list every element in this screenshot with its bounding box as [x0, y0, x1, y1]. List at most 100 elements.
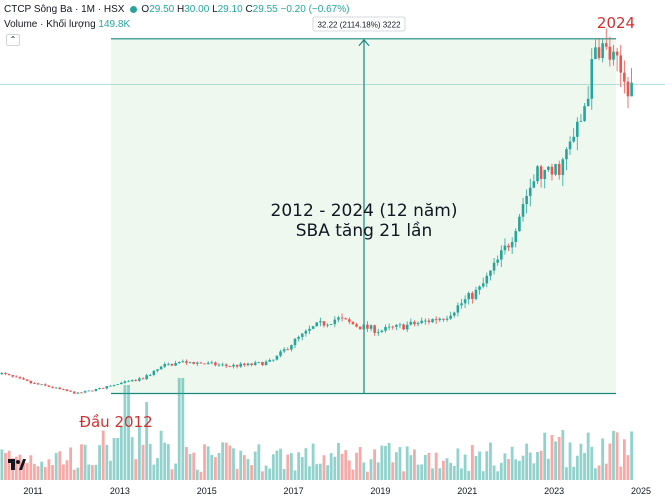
volume-bar	[279, 448, 282, 480]
volume-bar	[199, 471, 203, 480]
volume-bar	[87, 464, 91, 480]
volume-bar	[224, 442, 228, 480]
candle-body	[261, 361, 264, 366]
candle-body	[543, 169, 547, 180]
candle-body	[293, 338, 297, 346]
candle-body	[550, 166, 554, 175]
volume-bar	[130, 437, 134, 480]
candle-body	[290, 345, 293, 350]
volume-bar	[333, 456, 337, 480]
volume-bar	[116, 438, 120, 480]
volume-bar	[398, 447, 402, 480]
x-axis-tick-label: 2023	[544, 486, 564, 496]
volume-bar	[152, 464, 156, 480]
candle-body	[54, 387, 58, 389]
volume-bar	[452, 466, 456, 480]
volume-bar	[409, 455, 413, 480]
volume-bar	[496, 471, 500, 480]
candle-body	[221, 364, 224, 366]
annotation-center-line2: SBA tăng 21 lần	[296, 220, 433, 241]
candle-body	[427, 320, 431, 323]
candle-body	[424, 320, 427, 322]
volume-bar	[622, 439, 626, 480]
candle-body	[442, 318, 445, 320]
candle-body	[373, 325, 376, 333]
candle-body	[18, 377, 22, 379]
collapse-legend-icon[interactable]: ⌃	[6, 34, 20, 46]
volume-bar	[177, 378, 181, 480]
candle-body	[87, 390, 91, 392]
candle-body	[0, 372, 4, 375]
candle-body	[615, 51, 619, 56]
candle-body	[463, 299, 467, 304]
volume-bar	[431, 468, 434, 480]
candle-body	[521, 204, 525, 217]
candle-body	[192, 362, 195, 364]
volume-bar	[539, 450, 543, 480]
candle-body	[398, 324, 402, 326]
candle-body	[460, 303, 463, 306]
volume-bar	[474, 455, 478, 480]
volume-bar	[286, 454, 290, 480]
volume-bar	[311, 443, 315, 480]
close-value: 29.55	[252, 4, 278, 15]
candle-body	[402, 324, 405, 330]
candle-body	[601, 43, 604, 59]
volume-bar	[376, 462, 380, 480]
x-axis-tick-label: 2017	[284, 486, 304, 496]
volume-bar	[261, 471, 264, 480]
candle-body	[170, 363, 174, 366]
candle-body	[557, 163, 561, 175]
volume-bar	[413, 449, 416, 480]
candle-body	[282, 349, 286, 352]
volume-bar	[145, 402, 149, 480]
volume-bar	[264, 465, 268, 480]
candle-body	[525, 195, 528, 205]
volume-bar	[54, 452, 58, 480]
tradingview-logo-icon	[8, 459, 26, 470]
volume-bar	[561, 430, 565, 480]
candle-body	[391, 326, 395, 328]
candle-body	[206, 362, 210, 364]
volume-bar	[557, 436, 561, 480]
volume-bar	[83, 444, 87, 480]
change-value: −0.20 (−0.67%)	[280, 4, 350, 15]
candle-body	[481, 283, 485, 287]
candle-body	[452, 312, 456, 316]
volume-bar	[315, 464, 319, 480]
volume-bar	[626, 455, 630, 480]
candle-body	[384, 327, 387, 331]
candle-body	[612, 51, 615, 60]
volume-bar	[29, 455, 33, 480]
candle-body	[416, 322, 420, 325]
volume-bar	[188, 453, 192, 480]
candle-body	[250, 363, 253, 366]
volume-bar	[43, 467, 47, 480]
volume-bar	[163, 442, 167, 480]
high-value: 30.00	[184, 4, 210, 15]
volume-bar	[40, 461, 44, 480]
candle-body	[112, 384, 116, 386]
candle-body	[217, 364, 221, 366]
candle-body	[322, 321, 326, 326]
volume-bar	[109, 460, 112, 480]
volume-bar	[192, 452, 196, 480]
volume-bar	[467, 470, 471, 480]
volume-bar	[594, 468, 597, 480]
candle-body	[268, 359, 271, 362]
volume-bar	[297, 452, 301, 480]
symbol-title[interactable]: CTCP Sông Ba · 1M · HSX	[4, 4, 125, 15]
volume-bar	[362, 462, 366, 480]
candle-body	[626, 81, 630, 97]
candle-body	[134, 380, 138, 381]
candle-body	[420, 320, 423, 323]
candle-body	[4, 372, 7, 375]
volume-bar	[246, 458, 250, 480]
candle-body	[489, 270, 492, 276]
volume-bar	[449, 462, 453, 480]
volume-bar	[98, 445, 101, 480]
volume-bar	[438, 468, 442, 480]
candle-body	[80, 392, 83, 394]
volume-bar	[148, 444, 152, 480]
